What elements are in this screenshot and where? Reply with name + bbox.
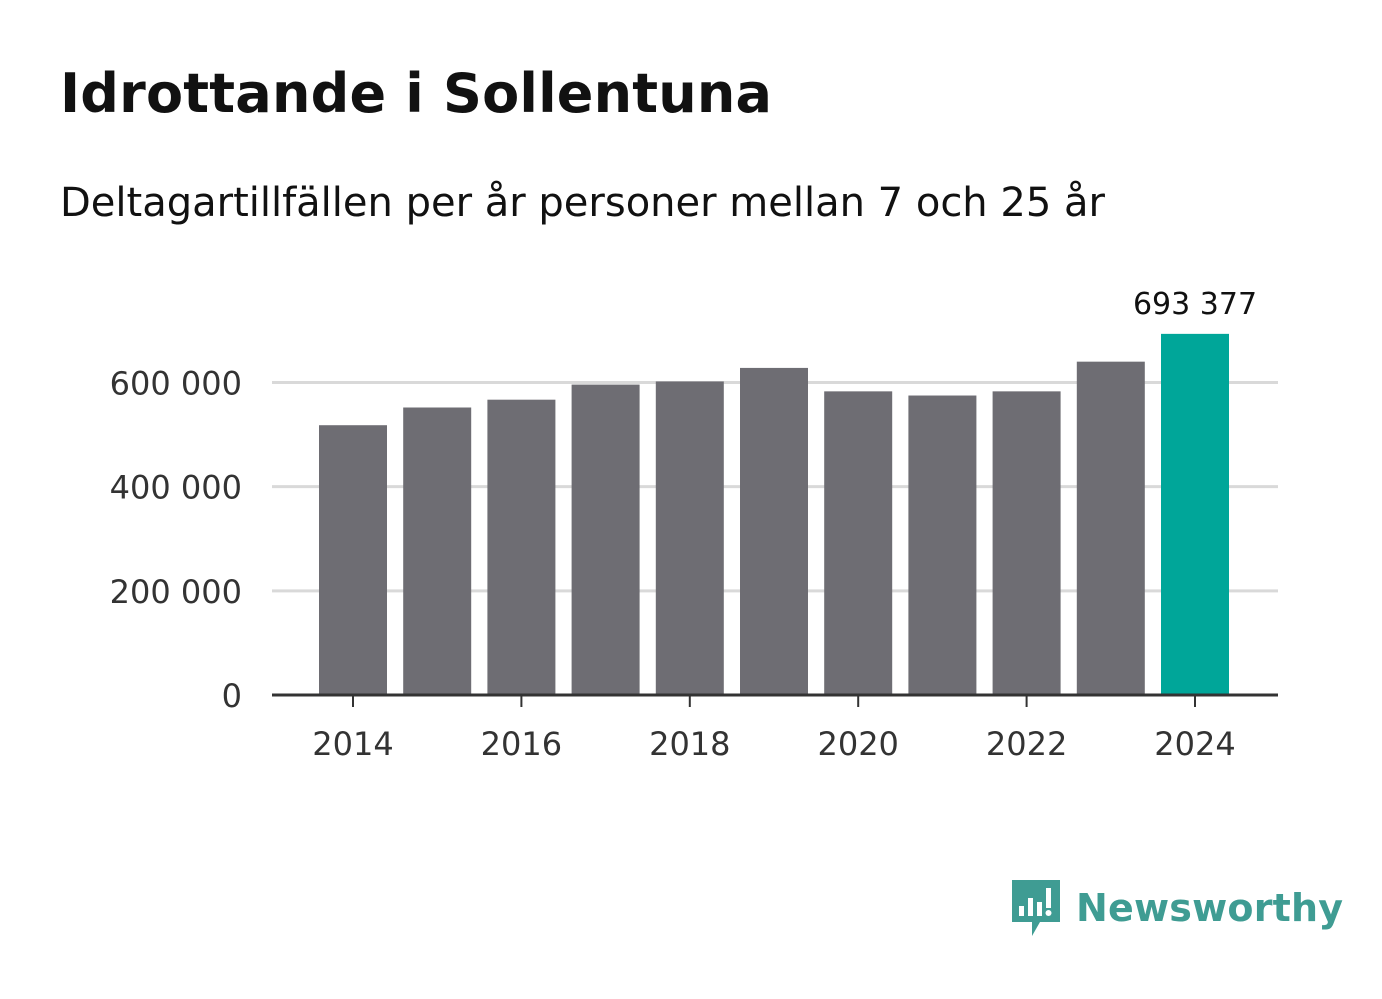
- bar-2014: [319, 425, 387, 695]
- y-tick-label: 200 000: [110, 573, 242, 611]
- x-axis: [272, 693, 1278, 707]
- chart-title: Idrottande i Sollentuna: [60, 62, 773, 125]
- bar-2015: [403, 407, 472, 695]
- bar-2022: [992, 391, 1061, 695]
- bars: [319, 333, 1229, 695]
- x-tick-label: 2014: [312, 725, 393, 763]
- y-tick-label: 400 000: [110, 469, 242, 507]
- newsworthy-logo: Newsworthy: [1010, 878, 1343, 938]
- bar-2021: [908, 395, 977, 695]
- bar-2024: [1161, 333, 1229, 695]
- bar-2017: [571, 384, 640, 695]
- x-tick-label: 2018: [649, 725, 730, 763]
- bar-2019: [740, 367, 808, 695]
- bar-2018: [655, 381, 724, 695]
- x-tick-label: 2020: [817, 725, 898, 763]
- x-tick-label: 2024: [1154, 725, 1235, 763]
- bar-2023: [1076, 361, 1145, 695]
- y-tick-label: 0: [222, 677, 242, 715]
- x-tick-label: 2016: [481, 725, 562, 763]
- labels: 0 200 000 400 000 600 000 693 377 2014 2016 201…: [110, 287, 1257, 763]
- chart-subtitle: Deltagartillfällen per år personer mella…: [60, 180, 1105, 226]
- y-tick-label: 600 000: [110, 365, 242, 403]
- newsworthy-chart-bubble-icon: [1012, 880, 1060, 936]
- bar-2016: [487, 399, 556, 695]
- brand-name: Newsworthy: [1076, 886, 1344, 930]
- data-label-2024: 693 377: [1133, 287, 1257, 322]
- bar-2020: [824, 391, 893, 695]
- x-tick-label: 2022: [986, 725, 1067, 763]
